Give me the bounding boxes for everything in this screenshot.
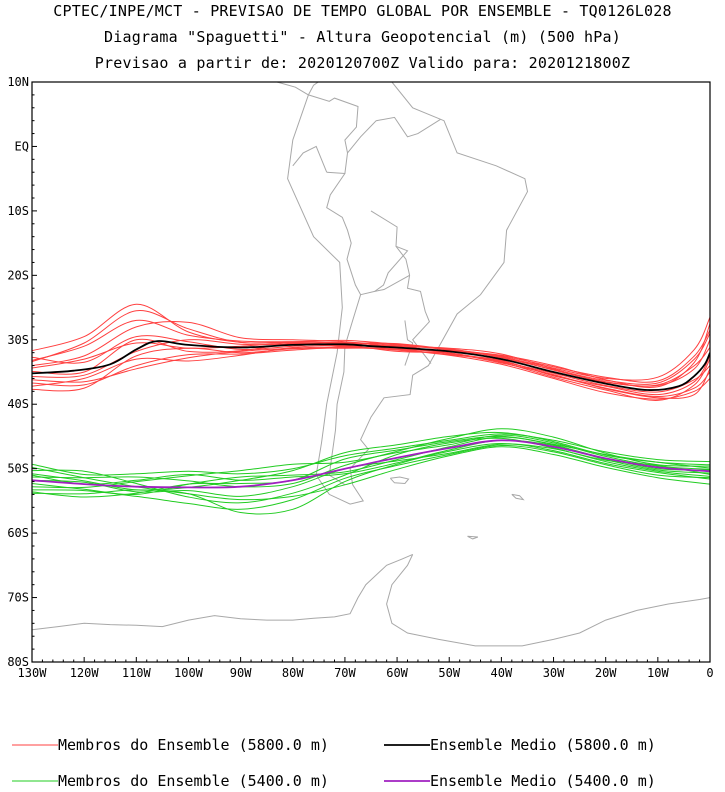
members-5800-line-11	[32, 310, 710, 387]
members-5800-line-9	[32, 323, 710, 388]
y-tick-label: 40S	[7, 397, 29, 411]
y-tick-label: 10S	[7, 204, 29, 218]
axes-ticks: 130W 120W 110W 100W 90W 80W 70W 60W 50W 40W 30W 20W…	[7, 75, 713, 680]
x-tick-label: 50W	[438, 666, 460, 680]
members-5800-line-3	[32, 303, 710, 381]
y-tick-label: 70S	[7, 591, 29, 605]
members-5400-line-11	[32, 435, 710, 498]
coast-borders-8	[404, 320, 414, 366]
x-tick-label: 30W	[543, 666, 565, 680]
x-tick-label: 70W	[334, 666, 356, 680]
members-5400-line-2	[32, 444, 710, 510]
members-5800-group	[32, 303, 710, 401]
members-5800-line-10	[32, 338, 710, 396]
members-5800-line-4	[32, 344, 710, 401]
x-tick-label: 0	[706, 666, 713, 680]
y-tick-label: EQ	[15, 139, 29, 153]
ensemble-means-group	[32, 340, 710, 489]
x-tick-label: 120W	[70, 666, 100, 680]
coast-borders-1	[326, 116, 441, 175]
chart-title-line-1: CPTEC/INPE/MCT - PREVISAO DE TEMPO GLOBA…	[53, 2, 672, 20]
coast-borders-3	[370, 210, 432, 364]
x-tick-label: 110W	[122, 666, 152, 680]
y-tick-label: 50S	[7, 462, 29, 476]
y-tick-label: 60S	[7, 526, 29, 540]
members-5800-line-7	[32, 321, 710, 385]
legend: Membros do Ensemble (5800.0 m) Ensemble M…	[12, 736, 656, 790]
chart-title-line-2: Diagrama "Spaguetti" - Altura Geopotenci…	[104, 28, 621, 46]
members-5400-line-4	[32, 442, 710, 515]
x-tick-label: 90W	[230, 666, 252, 680]
legend-label-3: Membros do Ensemble (5400.0 m)	[58, 772, 329, 790]
members-5400-line-6	[32, 436, 710, 496]
legend-label-4: Ensemble Medio (5400.0 m)	[430, 772, 656, 790]
mean-5800-line	[32, 340, 710, 391]
x-tick-label: 130W	[18, 666, 48, 680]
coast-borders-4	[360, 274, 410, 296]
y-tick-label: 20S	[7, 268, 29, 282]
x-tick-label: 40W	[491, 666, 513, 680]
x-tick-label: 100W	[174, 666, 204, 680]
legend-label-2: Ensemble Medio (5800.0 m)	[430, 736, 656, 754]
members-5400-line-8	[32, 434, 710, 489]
coast-antarctic-east	[386, 554, 710, 647]
coast-south-orkney	[467, 535, 479, 540]
coast-south-america	[287, 82, 529, 505]
y-tick-label: 10N	[7, 75, 29, 89]
members-5800-line-12	[32, 347, 710, 399]
coast-borders-7	[308, 94, 359, 153]
coast-borders-6	[292, 145, 328, 173]
y-tick-label: 80S	[7, 655, 29, 669]
members-5400-line-1	[32, 433, 710, 476]
members-5800-line-2	[32, 346, 710, 400]
coast-south-georgia	[511, 493, 525, 501]
x-tick-label: 60W	[386, 666, 408, 680]
y-tick-label: 30S	[7, 333, 29, 347]
x-tick-label: 80W	[282, 666, 304, 680]
coast-antarctic-peninsula	[32, 553, 413, 631]
x-tick-label: 20W	[595, 666, 617, 680]
members-5800-line-1	[32, 319, 710, 383]
coast-central-america	[276, 82, 309, 96]
chart-title-line-3: Previsao a partir de: 2020120700Z Valido…	[94, 54, 631, 72]
plot-background	[32, 82, 710, 662]
coastline-map	[32, 82, 710, 647]
members-5400-group	[32, 428, 710, 515]
coast-falklands	[389, 476, 410, 485]
x-tick-label: 10W	[647, 666, 669, 680]
mean-5400-line	[32, 439, 710, 489]
legend-label-1: Membros do Ensemble (5800.0 m)	[58, 736, 329, 754]
coast-borders-5	[374, 245, 409, 292]
plot-frame	[31, 81, 711, 663]
